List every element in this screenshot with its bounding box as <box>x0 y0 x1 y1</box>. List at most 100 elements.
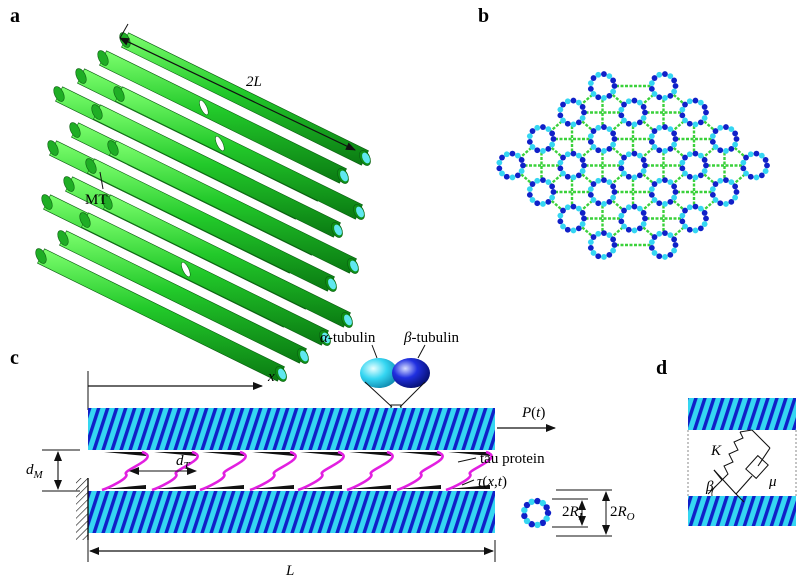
tubulin-dot <box>557 106 564 113</box>
tubulin-dot <box>595 147 602 154</box>
tubulin-dot <box>601 148 607 154</box>
tubulin-dot <box>621 101 627 108</box>
tau-protein <box>396 450 444 492</box>
mt-ring <box>587 71 618 101</box>
tubulin-dot <box>587 244 594 251</box>
microtubule-rod-back-end <box>107 140 119 156</box>
mt-label: MT <box>85 192 108 208</box>
tubulin-dot <box>656 200 663 207</box>
tubulin-dot <box>728 145 735 152</box>
tubulin-dot <box>667 92 674 99</box>
mt-ring <box>587 230 618 260</box>
tubulin-dot <box>753 150 760 157</box>
tubulin-dot <box>747 151 754 158</box>
tubulin-dot <box>575 152 582 159</box>
tubulin-dot <box>557 159 564 166</box>
length-2l-arrow <box>119 37 356 151</box>
mt-ring <box>709 124 740 154</box>
tubulin-dot <box>557 165 564 172</box>
length-tick-left <box>119 23 129 39</box>
tubulin-dot <box>651 197 658 203</box>
d-microtubule-top <box>688 398 796 430</box>
tubulin-dot <box>712 144 719 150</box>
mt-ring <box>557 97 587 128</box>
force-label: P(t) <box>521 405 545 421</box>
beta-tubulin-label: β-tubulin <box>403 330 459 346</box>
damper-mu-label: μ <box>768 474 777 490</box>
microtubule-lumen <box>278 368 286 380</box>
tubulin-dot <box>701 168 708 174</box>
tubulin-dot <box>728 198 735 205</box>
tubulin-dot <box>651 75 658 81</box>
tubulin-dot <box>758 172 765 179</box>
tubulin-dot <box>712 128 719 134</box>
tubulin-dot <box>549 183 556 190</box>
tubulin-dot <box>564 226 571 233</box>
tubulin-dot <box>557 218 564 225</box>
tubulin-dot <box>662 177 668 183</box>
tubulin-dot <box>679 212 686 219</box>
tubulin-dot <box>631 121 638 128</box>
tubulin-dot <box>549 141 556 148</box>
tubulin-dot <box>539 499 547 507</box>
binding-site-top <box>202 452 244 456</box>
tubulin-dot <box>557 112 564 119</box>
microtubule-rod-back-end <box>97 50 109 66</box>
tubulin-dot <box>606 73 613 80</box>
tubulin-dot <box>570 121 577 128</box>
tubulin-dot <box>543 515 550 522</box>
tubulin-dot <box>667 232 674 239</box>
mt-ring <box>557 150 587 181</box>
tubulin-dot <box>651 91 658 97</box>
mt-ring <box>618 203 648 234</box>
tubulin-dot <box>611 83 618 89</box>
tubulin-dot <box>601 95 607 101</box>
tau-protein <box>249 450 297 492</box>
tubulin-dot <box>625 98 632 105</box>
tau-protein <box>101 450 149 492</box>
dm-label: dM <box>26 462 44 481</box>
tubulin-dot <box>648 138 655 145</box>
tubulin-dot <box>575 225 582 232</box>
tubulin-dot <box>743 154 749 161</box>
tubulin-dot <box>570 97 577 104</box>
tubulin-dot <box>529 144 536 150</box>
mt-leader-line <box>99 171 104 190</box>
tubulin-dot <box>732 130 739 137</box>
tubulin-dot <box>642 215 648 222</box>
tubulin-dot <box>662 124 668 130</box>
tubulin-dot <box>509 174 516 181</box>
tubulin-dot <box>579 168 586 174</box>
beta-tubulin-ball <box>392 358 430 388</box>
tubulin-dot <box>529 181 536 187</box>
tubulin-dot <box>618 165 625 172</box>
tubulin-dot <box>518 157 525 163</box>
microtubule-lumen <box>322 332 330 344</box>
tubulin-dot <box>544 509 552 517</box>
microtubule-rod-back-end <box>53 86 65 102</box>
tubulin-dot <box>610 77 617 84</box>
tubulin-dot <box>564 98 571 105</box>
tubulin-dot <box>648 191 655 198</box>
x-axis-label: x <box>267 369 275 385</box>
mt-ring <box>740 150 770 181</box>
tubulin-dot <box>581 109 587 116</box>
tubulin-dot <box>662 230 668 236</box>
tubulin-dot <box>570 227 577 234</box>
tubulin-dot <box>636 225 643 232</box>
tubulin-dot <box>640 210 647 216</box>
tubulin-dot <box>712 197 719 203</box>
tubulin-dot <box>642 162 648 169</box>
tubulin-dot <box>595 94 602 101</box>
tubulin-dot <box>587 186 594 193</box>
binding-site-top <box>399 452 441 456</box>
mt-ring <box>679 203 709 234</box>
binding-site-top <box>349 452 391 456</box>
zoom-line-right <box>399 381 426 408</box>
tubulin-dot <box>610 194 617 201</box>
tubulin-dot <box>557 212 564 219</box>
tubulin-dot <box>732 141 739 148</box>
tubulin-dot <box>667 198 674 205</box>
tubulin-dot <box>686 98 693 105</box>
tubulin-dot <box>679 159 686 166</box>
